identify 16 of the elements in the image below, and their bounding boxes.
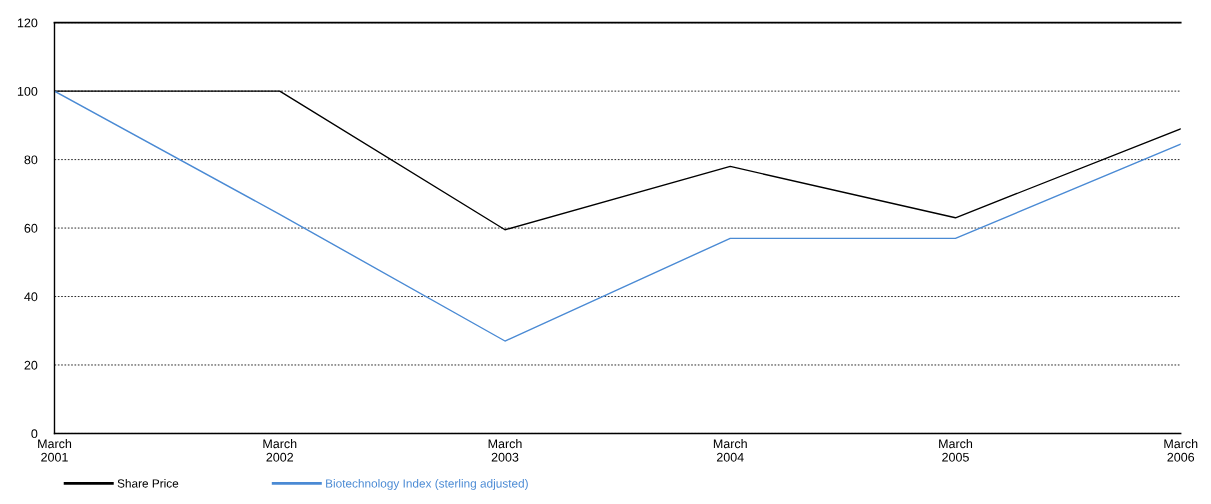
y-tick-label: 0: [31, 429, 38, 439]
legend-label: Share Price: [117, 478, 179, 488]
x-tick-label: March 2006: [1164, 439, 1198, 462]
y-tick-label: 20: [24, 360, 38, 370]
y-tick-label: 40: [24, 292, 38, 302]
x-tick-label: March 2001: [38, 439, 72, 462]
y-tick-label: 120: [17, 18, 38, 28]
legend-label: Biotechnology Index (sterling adjusted): [326, 478, 528, 490]
line-series: [54, 90, 1181, 342]
x-tick-label: March 2002: [263, 439, 297, 462]
y-tick-label: 80: [24, 155, 38, 165]
y-tick-label: 100: [17, 86, 38, 96]
x-tick-label: March 2004: [713, 439, 747, 462]
x-tick-label: March 2003: [488, 439, 522, 462]
y-tick-label: 60: [24, 223, 38, 233]
x-tick-label: March 2005: [939, 439, 973, 462]
